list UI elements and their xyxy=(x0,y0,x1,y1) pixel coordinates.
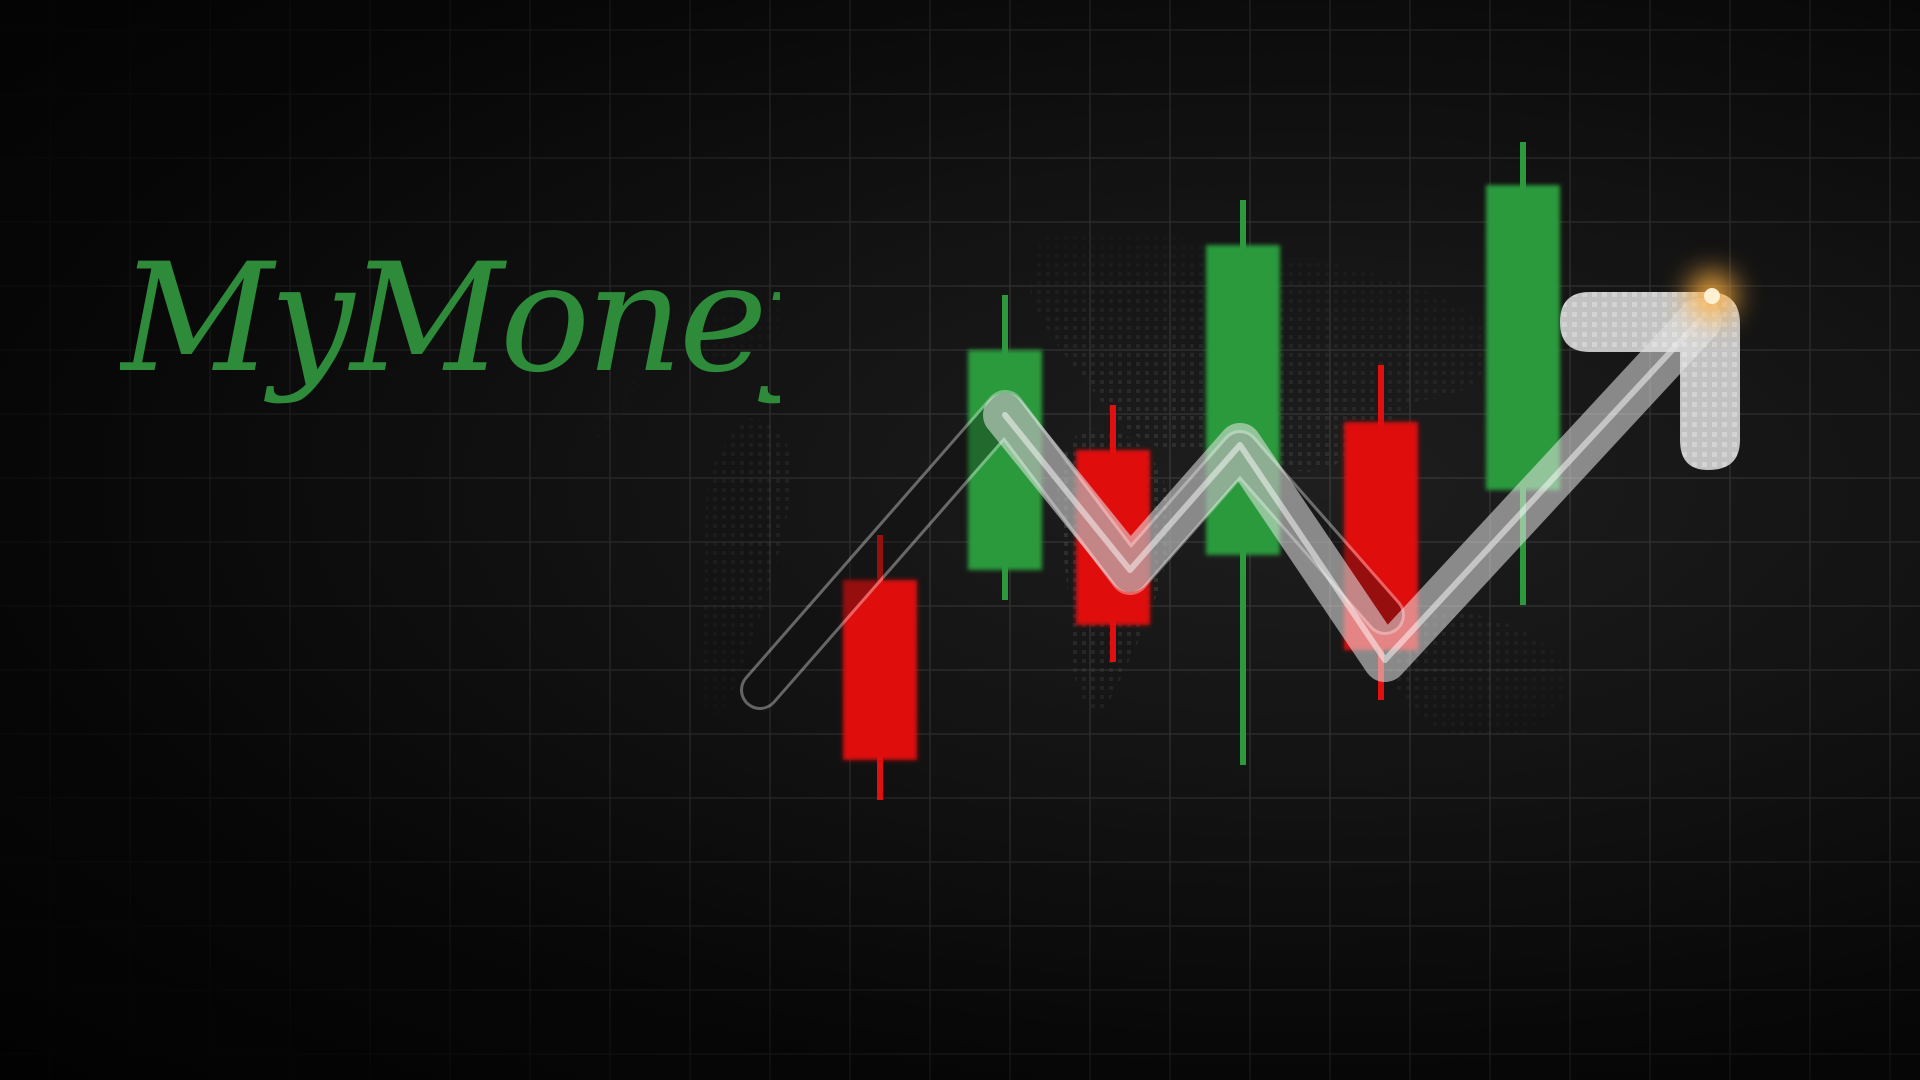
logo-text: MyMoney xyxy=(120,232,780,406)
candle-up xyxy=(1486,142,1560,605)
candle-body xyxy=(843,580,917,760)
trend-arrow-icon xyxy=(983,272,1740,682)
candle-down xyxy=(843,535,917,800)
candle-body xyxy=(1486,185,1560,490)
brand-logo: MyMoney xyxy=(120,232,780,406)
